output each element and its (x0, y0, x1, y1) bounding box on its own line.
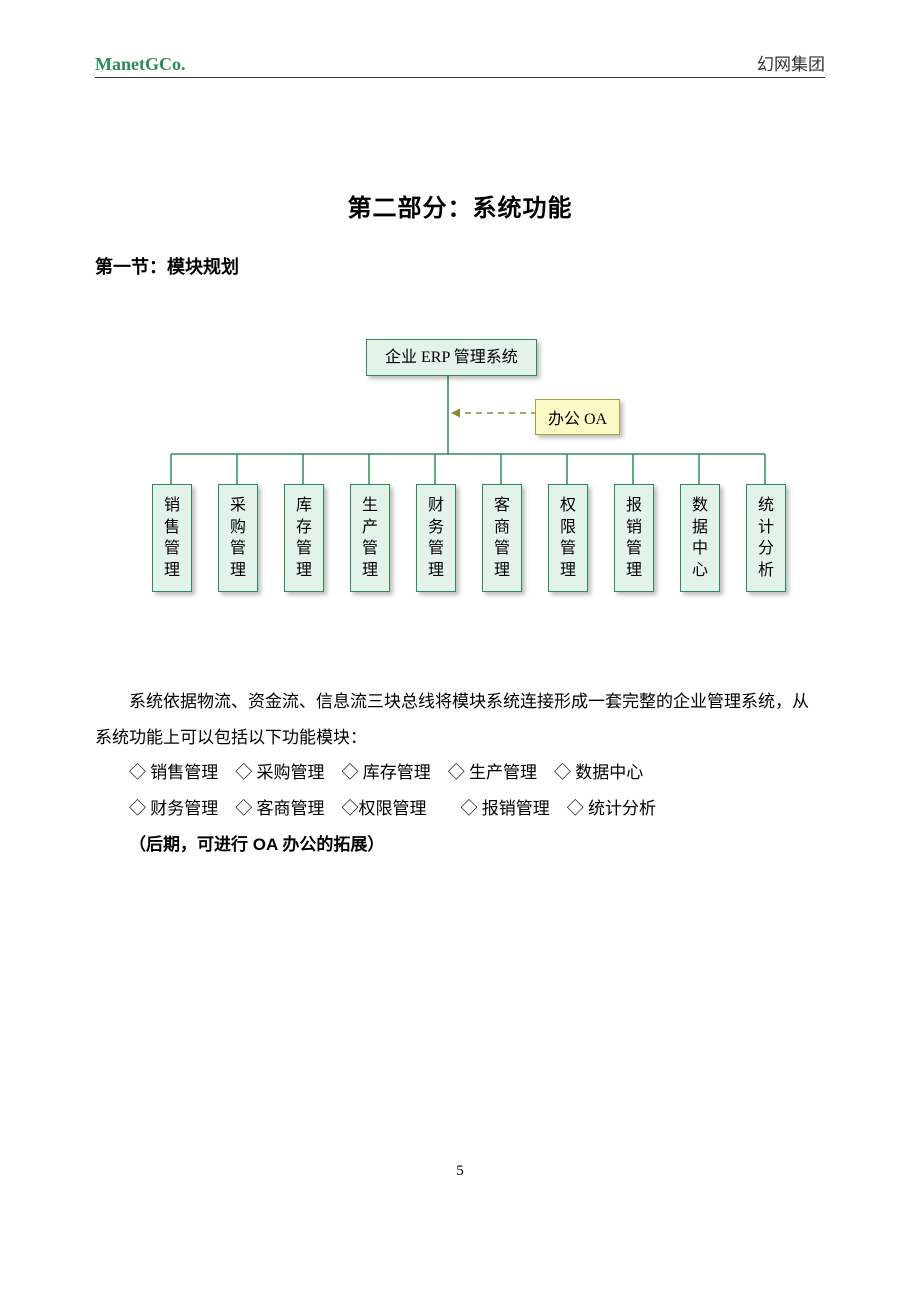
erp-module-diagram: 企业 ERP 管理系统 办公 OA 销 售 管 理采 购 管 理库 存 管 理生… (130, 339, 790, 639)
leaf-node: 权 限 管 理 (548, 484, 588, 592)
root-node: 企业 ERP 管理系统 (366, 339, 537, 376)
intro-paragraph: 系统依据物流、资金流、信息流三块总线将模块系统连接形成一套完整的企业管理系统，从… (95, 684, 825, 755)
module-list: ◇ 销售管理 ◇ 采购管理 ◇ 库存管理 ◇ 生产管理 ◇ 数据中心 ◇ 财务管… (129, 755, 825, 826)
leaf-node: 采 购 管 理 (218, 484, 258, 592)
section-title: 第一节：模块规划 (95, 253, 825, 279)
note-line: （后期，可进行 OA 办公的拓展） (129, 827, 825, 863)
leaf-node: 客 商 管 理 (482, 484, 522, 592)
leaf-node: 销 售 管 理 (152, 484, 192, 592)
leaf-node: 数 据 中 心 (680, 484, 720, 592)
brand-cn: 幻网集团 (757, 50, 825, 75)
leaf-node: 财 务 管 理 (416, 484, 456, 592)
leaf-node: 生 产 管 理 (350, 484, 390, 592)
module-row-1: ◇ 销售管理 ◇ 采购管理 ◇ 库存管理 ◇ 生产管理 ◇ 数据中心 (129, 755, 825, 791)
leaf-node: 统 计 分 析 (746, 484, 786, 592)
page-number: 5 (0, 1163, 920, 1180)
brand-en: ManetGCo. (95, 54, 185, 75)
leaf-node: 库 存 管 理 (284, 484, 324, 592)
oa-node: 办公 OA (535, 399, 620, 435)
leaf-node: 报 销 管 理 (614, 484, 654, 592)
page-title: 第二部分：系统功能 (95, 188, 825, 223)
module-row-2: ◇ 财务管理 ◇ 客商管理 ◇权限管理 ◇ 报销管理 ◇ 统计分析 (129, 791, 825, 827)
